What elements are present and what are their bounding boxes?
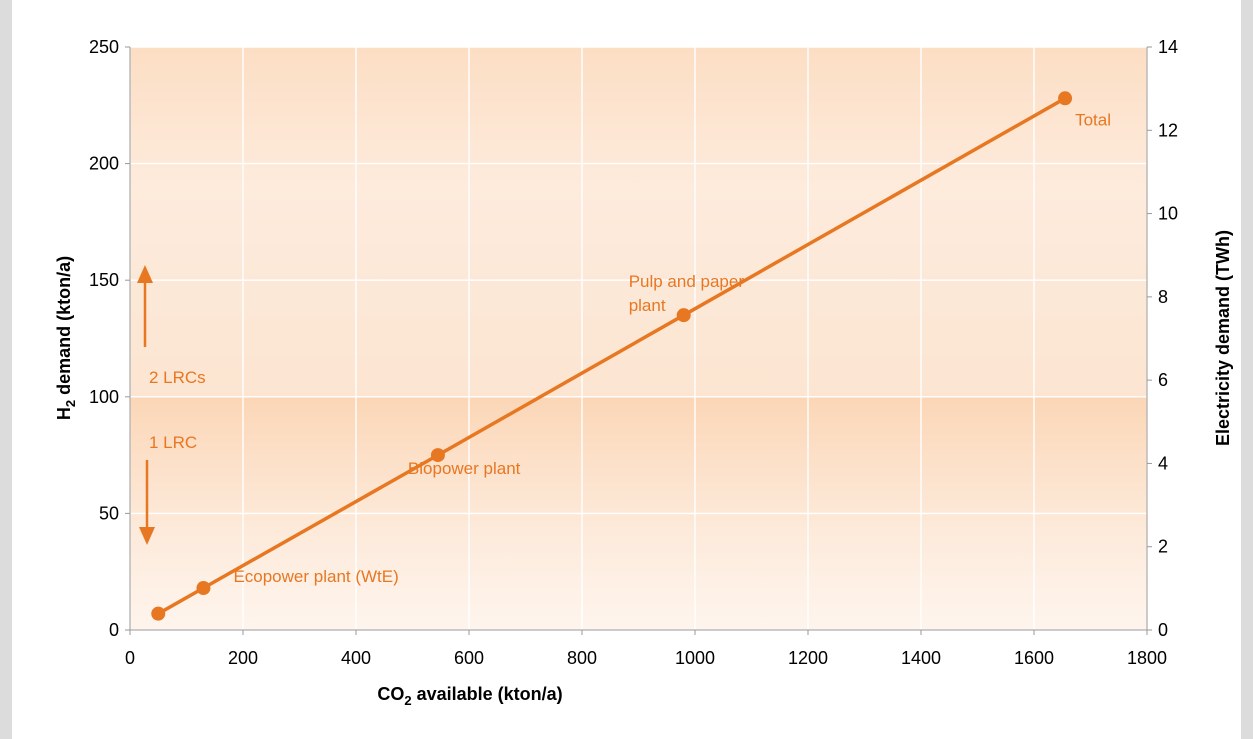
arrow-up-head	[137, 265, 153, 283]
y-tick-label: 150	[89, 270, 119, 290]
data-point	[196, 581, 211, 596]
data-point	[430, 448, 445, 463]
data-point	[151, 606, 166, 621]
data-point	[676, 308, 691, 323]
point-label: Ecopower plant (WtE)	[233, 567, 398, 586]
point-label: Biopower plant	[408, 459, 521, 478]
annotations: 2 LRCs 1 LRC	[137, 265, 206, 545]
y2-tick-label: 12	[1158, 120, 1178, 140]
x-tick-label: 200	[228, 648, 258, 668]
x-axis-label: CO2 available (kton/a)	[377, 684, 562, 708]
point-label: Pulp and paper plant	[629, 272, 745, 315]
y-tick-label: 250	[89, 37, 119, 57]
series: Ecopower plant (WtE) Biopower plant Pulp a…	[151, 91, 1111, 621]
x-tick-label: 800	[567, 648, 597, 668]
y-tick-label: 0	[109, 620, 119, 640]
annotation-1-lrc: 1 LRC	[149, 433, 197, 452]
axis-titles: CO2 available (kton/a) H2 demand (kton/a…	[54, 230, 1233, 708]
band-upper	[130, 47, 1147, 397]
x-tick-label: 1000	[675, 648, 715, 668]
y-tick-label: 100	[89, 387, 119, 407]
arrow-down-head	[139, 527, 155, 545]
x-tick-label: 1600	[1014, 648, 1054, 668]
x-tick-label: 600	[454, 648, 484, 668]
y-tick-label: 200	[89, 154, 119, 174]
data-point	[1058, 91, 1073, 106]
y2-tick-label: 0	[1158, 620, 1168, 640]
y2-tick-label: 10	[1158, 204, 1178, 224]
x-tick-label: 400	[341, 648, 371, 668]
x-tick-label: 1400	[901, 648, 941, 668]
x-tick-label: 1200	[788, 648, 828, 668]
line-chart: 0 200 400 600 800 1000 1200 1400 1600 18000501001…	[54, 37, 1233, 708]
annotation-2-lrcs: 2 LRCs	[149, 368, 206, 387]
y2-tick-label: 4	[1158, 453, 1168, 473]
y2-tick-label: 2	[1158, 537, 1168, 557]
point-label: Total	[1075, 110, 1111, 129]
chart-frame: 0 200 400 600 800 1000 1200 1400 1600 1800 0 50 100 1…	[12, 0, 1241, 739]
y-axis-label: H2 demand (kton/a)	[54, 256, 78, 420]
y2-tick-label: 6	[1158, 370, 1168, 390]
axes: 0 200 400 600 800 1000 1200 1400 1600 18000501001…	[89, 37, 1178, 668]
x-tick-label: 0	[125, 648, 135, 668]
x-tick-label: 1800	[1127, 648, 1167, 668]
y2-tick-label: 8	[1158, 287, 1168, 307]
y2-tick-label: 14	[1158, 37, 1178, 57]
y2-axis-label: Electricity demand (TWh)	[1213, 230, 1233, 446]
y-tick-label: 50	[99, 503, 119, 523]
